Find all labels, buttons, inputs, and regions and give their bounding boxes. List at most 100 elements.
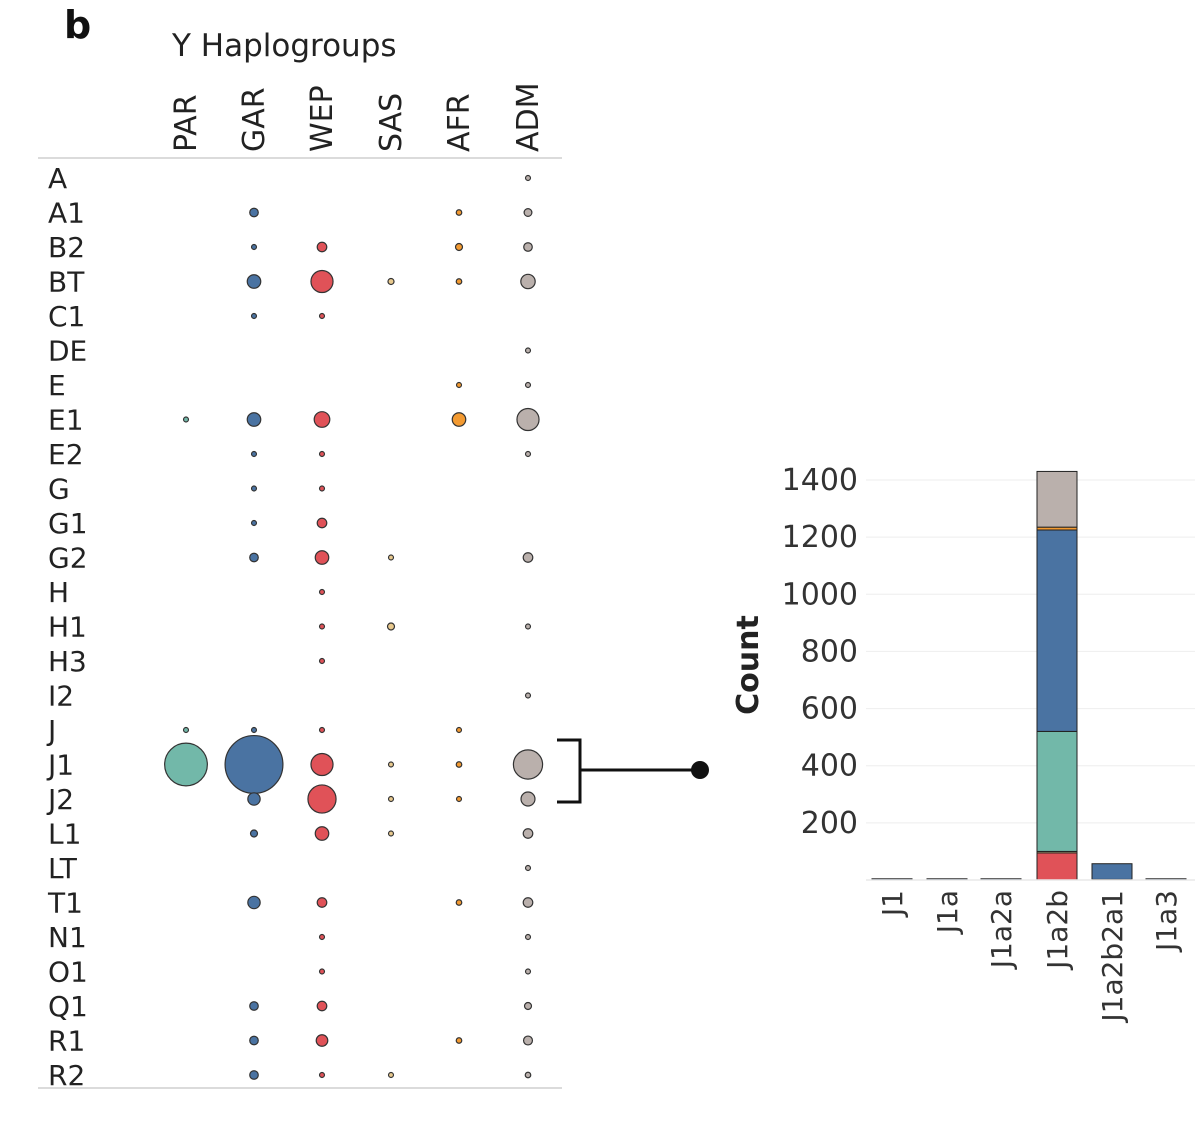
row-label-l1: L1 <box>48 818 81 851</box>
panel-label: b <box>64 3 91 47</box>
bubble-lt-adm <box>524 864 532 872</box>
bubble-g2-adm <box>522 552 534 563</box>
bubble-l1-gar <box>249 829 259 838</box>
bubble-r1-afr <box>455 1037 463 1044</box>
connector-dot <box>691 761 709 779</box>
bubble-i2-adm <box>524 692 532 699</box>
bubble-g2-gar <box>249 552 259 563</box>
bubble-j2-wep <box>307 784 337 814</box>
bubble-o1-adm <box>524 968 532 975</box>
bar-j1a2b2a1-gar <box>1091 863 1133 880</box>
bubble-h1-adm <box>524 623 532 630</box>
row-label-h: H <box>48 576 69 609</box>
bubble-h1-sas <box>386 622 396 631</box>
bubble-j2-adm <box>520 791 536 807</box>
row-label-e2: E2 <box>48 438 84 471</box>
bubble-q1-gar <box>249 1001 259 1011</box>
bubble-j2-afr <box>455 795 463 803</box>
row-label-lt: LT <box>48 852 78 885</box>
row-label-r2: R2 <box>48 1059 85 1092</box>
row-label-g2: G2 <box>48 542 88 575</box>
bubble-g-wep <box>318 485 326 492</box>
row-label-e1: E1 <box>48 404 84 437</box>
bubble-e1-gar <box>246 412 262 427</box>
bubble-g2-wep <box>314 550 330 565</box>
bubble-l1-wep <box>314 826 330 841</box>
bar-j1a2b-gar <box>1036 529 1078 732</box>
bubble-j-par <box>182 726 190 734</box>
bubble-h3-wep <box>318 657 326 665</box>
y-tick-400: 400 <box>801 749 858 784</box>
bar-j1a2b-par <box>1036 730 1078 852</box>
bubble-g1-wep <box>316 517 328 529</box>
bubble-bt-sas <box>387 277 395 286</box>
bubble-t1-wep <box>316 897 328 908</box>
bubble-bt-adm <box>520 273 536 290</box>
bubble-j1-par <box>164 742 208 787</box>
column-label-par: PAR <box>169 94 204 152</box>
bubble-g1-gar <box>250 519 258 527</box>
bubble-r2-sas <box>387 1071 395 1079</box>
bubble-r1-adm <box>522 1035 534 1046</box>
row-label-c1: C1 <box>48 300 85 333</box>
bubble-chart-title: Y Haplogroups <box>171 28 397 64</box>
row-label-n1: N1 <box>48 921 87 954</box>
row-label-t1: T1 <box>47 887 83 920</box>
row-labels: AA1B2BTC1DEEE1E2GG1G2HH1H3I2JJ1J2L1LTT1N… <box>46 162 88 1092</box>
bubble-j2-gar <box>247 792 261 806</box>
row-label-bt: BT <box>48 266 85 299</box>
bubble-bt-gar <box>246 274 262 289</box>
bar-x-tick-labels: J1 J1a J1a2a J1a2b J1a2b2a1 J1a3 <box>876 890 1183 1024</box>
column-label-adm: ADM <box>511 82 546 152</box>
bubble-e1-par <box>182 416 190 423</box>
bubble-r1-gar <box>249 1035 259 1046</box>
bubble-j1-gar <box>224 734 284 795</box>
y-tick-1200: 1200 <box>782 520 858 555</box>
row-label-r1: R1 <box>48 1025 85 1058</box>
bubble-e1-wep <box>313 411 331 428</box>
bubble-t1-gar <box>247 895 261 910</box>
y-tick-1400: 1400 <box>782 463 858 498</box>
j1-j2-connector <box>557 738 709 804</box>
j1-subclade-bar-chart: 200 400 600 800 1000 1200 1400 Count J1 J1a J1a2… <box>731 463 1195 1024</box>
bar-j1a2b-wep <box>1036 852 1078 881</box>
bar-j1a2b-adm <box>1036 470 1078 528</box>
bubble-j1-adm <box>512 749 544 780</box>
bubble-j-wep <box>318 726 326 734</box>
bubble-j-gar <box>250 726 258 734</box>
bubble-g2-sas <box>387 554 395 561</box>
x-tick-j1a2b2a1: J1a2b2a1 <box>1096 890 1129 1024</box>
row-label-g1: G1 <box>48 507 88 540</box>
y-tick-1000: 1000 <box>782 577 858 612</box>
bar-segments <box>871 470 1187 881</box>
bubble-j-afr <box>455 726 463 734</box>
bubble-q1-wep <box>316 1000 328 1012</box>
row-label-i2: I2 <box>48 680 74 713</box>
bubble-n1-adm <box>524 933 532 941</box>
x-tick-j1a2b: J1a2b <box>1041 890 1074 971</box>
column-labels: PAR GAR WEP SAS AFR ADM <box>169 82 546 152</box>
bubble-h-wep <box>318 588 326 596</box>
row-label-j2: J2 <box>46 783 74 816</box>
bubble-t1-adm <box>522 897 534 908</box>
bubbles <box>164 174 544 1080</box>
row-label-h1: H1 <box>48 611 87 644</box>
bubble-b2-wep <box>316 241 328 253</box>
bar-y-axis-title: Count <box>731 615 766 715</box>
bubble-q1-adm <box>523 1001 533 1011</box>
bubble-a1-afr <box>455 209 463 216</box>
bubble-de-adm <box>524 347 532 354</box>
bubble-e-adm <box>524 381 532 389</box>
bubble-c1-gar <box>250 312 258 320</box>
bubble-a1-gar <box>249 207 259 218</box>
bubble-b2-gar <box>250 243 258 251</box>
bubble-r2-gar <box>249 1070 259 1080</box>
haplogroup-bubble-chart: PAR GAR WEP SAS AFR ADM AA1B2BTC1DEEE1E2GG1G2… <box>38 82 562 1092</box>
column-label-afr: AFR <box>442 93 477 152</box>
bubble-a1-adm <box>523 208 533 218</box>
bubble-e1-afr <box>451 412 467 427</box>
bubble-t1-afr <box>455 899 463 906</box>
bar-gridlines <box>866 479 1195 824</box>
j1-j2-bracket <box>557 738 582 804</box>
